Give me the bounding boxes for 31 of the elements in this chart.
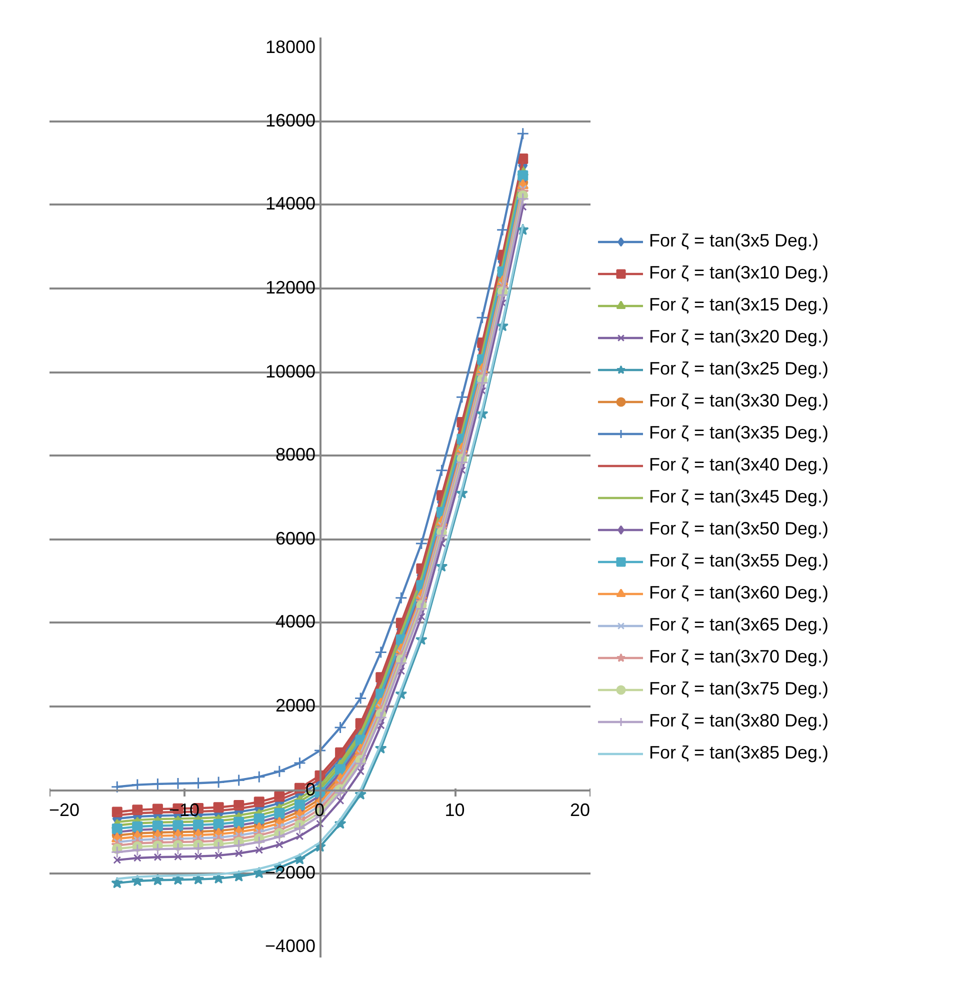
y-tick-label: 14000 [265,194,316,215]
y-tick-label: 18000 [265,37,316,58]
legend-label: For ζ = tan(3x15 Deg.) [649,294,829,316]
legend-label: For ζ = tan(3x85 Deg.) [649,742,829,764]
legend-label: For ζ = tan(3x10 Deg.) [649,262,829,284]
x-tick-label: −20 [49,800,80,821]
x-tick-label: 20 [570,800,590,821]
legend-label: For ζ = tan(3x55 Deg.) [649,550,829,572]
legend-label: For ζ = tan(3x50 Deg.) [649,518,829,540]
legend-label: For ζ = tan(3x80 Deg.) [649,710,829,732]
legend-label: For ζ = tan(3x45 Deg.) [649,486,829,508]
legend-label: For ζ = tan(3x60 Deg.) [649,582,829,604]
y-tick-label: 12000 [265,277,316,298]
legend-label: For ζ = tan(3x65 Deg.) [649,614,829,636]
y-tick-label: 16000 [265,110,316,132]
legend-label: For ζ = tan(3x5 Deg.) [649,230,819,252]
y-tick-label: 4000 [275,612,316,633]
y-tick-label: 2000 [275,696,316,717]
y-tick-label: −4000 [264,936,316,957]
legend-label: For ζ = tan(3x40 Deg.) [649,454,829,476]
legend-label: For ζ = tan(3x20 Deg.) [649,326,829,348]
y-tick-label: −2000 [264,862,316,884]
y-tick-label: 8000 [275,444,316,466]
y-tick-label: 10000 [265,361,316,382]
legend-label: For ζ = tan(3x25 Deg.) [649,358,829,380]
x-tick-label: 10 [444,800,465,821]
legend-label: For ζ = tan(3x35 Deg.) [649,422,829,444]
legend-label: For ζ = tan(3x75 Deg.) [649,678,829,700]
y-tick-label: 6000 [275,528,316,550]
legend-label: For ζ = tan(3x30 Deg.) [649,390,829,412]
legend-label: For ζ = tan(3x70 Deg.) [649,646,829,668]
